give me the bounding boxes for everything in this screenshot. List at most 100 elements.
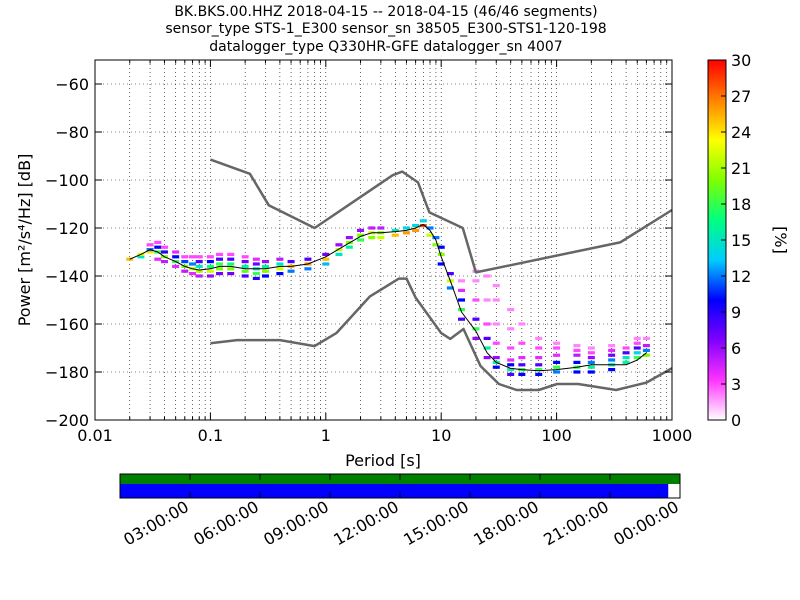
psd-cell [206, 269, 214, 273]
psd-cell [458, 288, 466, 292]
psd-cell [587, 356, 595, 360]
psd-cell [160, 250, 168, 254]
y-tick-label: −80 [55, 123, 89, 142]
psd-cell [518, 363, 526, 367]
psd-cell [137, 255, 145, 259]
y-axis-ticks: −200 −180 −160 −140 −120 −100 −80 −60 [45, 75, 672, 430]
curves [129, 158, 673, 392]
psd-cell [458, 279, 466, 283]
psd-cell [553, 353, 561, 357]
psd-cell [535, 368, 543, 372]
psd-cell [587, 360, 595, 364]
psd-cell [535, 346, 543, 350]
psd-cell [472, 336, 480, 340]
psd-cell [573, 348, 581, 352]
psd-cell [642, 344, 650, 348]
psd-cell [322, 262, 330, 266]
psd-cell [507, 308, 515, 312]
psd-cell [154, 245, 162, 249]
timeline-tick-label: 09:00:00 [260, 497, 332, 549]
psd-cell [472, 279, 480, 283]
psd-cell [357, 228, 365, 232]
psd-cell [492, 365, 500, 369]
psd-cell [195, 260, 203, 264]
psd-cell [608, 348, 616, 352]
psd-cell [642, 348, 650, 352]
x-axis-label: Period [s] [345, 451, 421, 470]
title-line-2: sensor_type STS-1_E300 sensor_sn 38505_E… [165, 21, 606, 37]
psd-cell [154, 257, 162, 261]
psd-cell [261, 274, 269, 278]
psd-cell [518, 322, 526, 326]
colorbar-ticks: 0 3 6 9 12 15 18 21 24 27 30 [721, 51, 751, 430]
noise-model-low-line [210, 277, 673, 392]
psd-cell [573, 344, 581, 348]
psd-cell [458, 308, 466, 312]
psd-cell [472, 317, 480, 321]
psd-cell [335, 252, 343, 256]
psd-cell [160, 245, 168, 249]
psd-cell [507, 372, 515, 376]
psd-cell [241, 260, 249, 264]
psd-cell [206, 274, 214, 278]
psd-cell [483, 298, 491, 302]
psd-cell [216, 267, 224, 271]
psd-cell [287, 269, 295, 273]
x-tick-label: 0.1 [198, 426, 223, 445]
psd-cell [633, 341, 641, 345]
psd-cell [419, 224, 427, 228]
psd-cell [172, 250, 180, 254]
colorbar-tick-label: 21 [731, 159, 751, 178]
psd-cell [227, 252, 235, 256]
psd-cell [492, 298, 500, 302]
psd-cell [189, 272, 197, 276]
psd-cell [261, 269, 269, 273]
psd-cell [535, 363, 543, 367]
psd-cell [206, 255, 214, 259]
colorbar-tick-label: 24 [731, 123, 751, 142]
psd-cell [633, 351, 641, 355]
psd-cell [146, 243, 154, 247]
timeline-tick-label: 21:00:00 [540, 497, 612, 549]
psd-cell [216, 262, 224, 266]
psd-cell [633, 336, 641, 340]
psd-cell [146, 250, 154, 254]
psd-cell [181, 255, 189, 259]
psd-cell [492, 284, 500, 288]
psd-cell [492, 322, 500, 326]
psd-cell [412, 224, 420, 228]
psd-cell [553, 346, 561, 350]
psd-cell [483, 346, 491, 350]
psd-cell [608, 358, 616, 362]
psd-cell [304, 267, 312, 271]
psd-cell [622, 351, 630, 355]
y-tick-label: −200 [45, 411, 89, 430]
psd-cell [189, 262, 197, 266]
psd-cell [216, 252, 224, 256]
psd-cell [518, 356, 526, 360]
plot-background [95, 60, 672, 420]
colorbar-tick-label: 6 [731, 339, 741, 358]
psd-cell [426, 226, 434, 230]
psd-cell [195, 274, 203, 278]
psd-cell [304, 257, 312, 261]
colorbar-tick-label: 3 [731, 375, 741, 394]
psd-plot: 0.01 0.1 1 10 100 1000 −200 −180 −160 −140 −120 −1… [15, 59, 692, 470]
psd-cell [368, 236, 376, 240]
psd-cell [642, 353, 650, 357]
psd-cell [189, 255, 197, 259]
mean-psd-line [129, 223, 647, 372]
psd-cell [573, 370, 581, 374]
title-line-3: datalogger_type Q330HR-GFE datalogger_sn… [209, 39, 562, 55]
psd-cell [472, 327, 480, 331]
y-tick-label: −180 [45, 363, 89, 382]
psd-cell [535, 356, 543, 360]
psd-cell [507, 363, 515, 367]
psd-cell [622, 360, 630, 364]
psd-cell [241, 274, 249, 278]
x-tick-label: 0.01 [77, 426, 113, 445]
psd-cell [553, 360, 561, 364]
psd-cell [432, 243, 440, 247]
psd-cell [535, 336, 543, 340]
